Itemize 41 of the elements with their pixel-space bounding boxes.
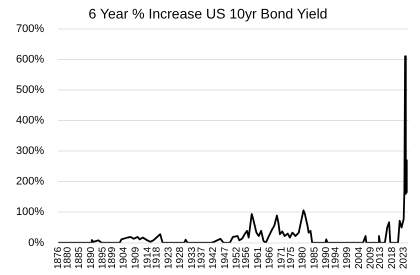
x-tick-label: 2009 [366,246,377,270]
x-tick-label: 1952 [232,246,243,270]
x-tick-label: 1980 [298,246,309,270]
y-tick-label: 0% [28,236,44,249]
x-tick-label: 1895 [98,246,109,270]
x-tick-label: 1876 [52,246,64,270]
x-tick-label: 1933 [186,246,198,270]
y-tick-label: 300% [16,145,44,158]
x-tick-label: 1923 [163,246,174,270]
x-tick-label: 1942 [208,246,220,270]
x-tick-label: 2018 [386,246,398,270]
y-tick-label: 200% [16,176,44,188]
y-tick-label: 500% [16,84,44,96]
y-tick-label: 100% [16,206,44,218]
x-tick-label: 1975 [286,246,297,270]
x-tick-label: 1999 [342,246,354,270]
x-tick-label: 1966 [264,246,276,270]
x-tick-label: 1990 [321,246,332,270]
x-tick-label: 1956 [241,246,252,270]
y-tick-label: 400% [16,114,44,127]
chart-title: 6 Year % Increase US 10yr Bond Yield [88,5,328,22]
x-tick-label: 1909 [130,246,142,270]
x-tick-label: 1928 [175,246,186,270]
y-tick-label: 700% [16,22,44,35]
x-tick-label: 1985 [309,246,320,270]
x-tick-label: 1918 [152,246,163,270]
x-tick-label: 1914 [142,246,154,270]
x-tick-label: 2023 [398,246,410,270]
y-tick-label: 600% [16,53,44,66]
x-tick-label: 1885 [74,246,86,270]
x-tick-label: 1899 [106,246,118,270]
x-tick-label: 1947 [220,246,231,270]
x-tick-label: 1904 [118,246,130,270]
x-tick-label: 2013 [375,246,386,270]
x-tick-label: 1937 [196,246,208,270]
x-tick-label: 2004 [354,246,365,270]
x-tick-label: 1971 [276,246,288,270]
x-tick-label: 1961 [252,246,264,270]
x-tick-label: 1994 [330,246,342,270]
x-tick-label: 1890 [86,246,97,270]
x-tick-label: 1880 [62,246,74,270]
